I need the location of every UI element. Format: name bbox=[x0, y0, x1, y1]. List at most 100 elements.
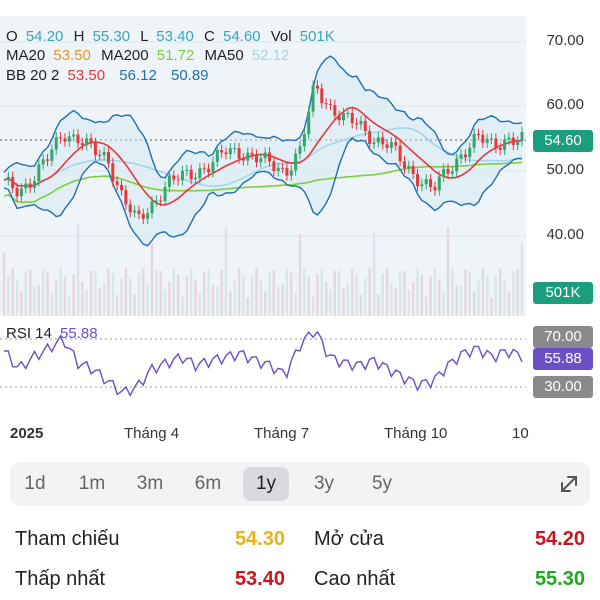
volume-bar bbox=[281, 284, 284, 316]
reference-value: 54.30 bbox=[234, 528, 285, 550]
volume-bar bbox=[76, 223, 80, 316]
rsi-value: 55.88 bbox=[60, 325, 98, 342]
candle-body bbox=[19, 188, 23, 197]
ma50-line bbox=[3, 127, 523, 187]
volume-bar bbox=[398, 270, 402, 316]
volume-bar bbox=[137, 273, 141, 316]
price-chart[interactable] bbox=[0, 0, 600, 460]
volume-bar bbox=[159, 271, 162, 316]
volume-bar bbox=[455, 285, 458, 316]
candle-body bbox=[294, 153, 298, 171]
low-label: L bbox=[140, 28, 149, 45]
candle-body bbox=[80, 143, 84, 146]
volume-bar bbox=[503, 280, 506, 316]
volume-bar bbox=[277, 286, 280, 316]
high-value: 55.30 bbox=[92, 28, 131, 45]
candle-body bbox=[159, 200, 163, 202]
price-tick-40: 40.00 bbox=[546, 226, 584, 243]
range-1d-button[interactable]: 1d bbox=[24, 473, 46, 494]
volume-bar bbox=[133, 294, 136, 316]
candle-body bbox=[202, 168, 206, 170]
candle-body bbox=[381, 137, 385, 145]
candle-body bbox=[106, 152, 110, 164]
volume-bar bbox=[189, 268, 193, 316]
volume-bar bbox=[172, 268, 175, 316]
candle-body bbox=[485, 138, 489, 143]
x-label-end: 10 bbox=[512, 425, 529, 442]
volume-bar bbox=[390, 283, 393, 316]
candle-body bbox=[67, 136, 71, 142]
rsi-label: RSI 14 bbox=[6, 325, 52, 342]
range-3m-button[interactable]: 3m bbox=[136, 473, 164, 494]
volume-bar bbox=[429, 276, 432, 316]
range-1m-button[interactable]: 1m bbox=[78, 473, 106, 494]
range-3y-button[interactable]: 3y bbox=[313, 473, 335, 494]
candle-body bbox=[24, 183, 28, 189]
volume-bar bbox=[359, 294, 363, 316]
low-price-value: 53.40 bbox=[234, 568, 285, 590]
volume-bar bbox=[259, 280, 263, 316]
volume-bar bbox=[85, 289, 88, 316]
volume-bar bbox=[250, 275, 254, 316]
range-6m-button[interactable]: 6m bbox=[194, 473, 222, 494]
volume-bar bbox=[216, 286, 219, 316]
candle-body bbox=[394, 142, 398, 146]
candle-body bbox=[146, 213, 150, 219]
high-price-value: 55.30 bbox=[534, 568, 585, 590]
volume-bar bbox=[46, 272, 49, 316]
volume-bar bbox=[377, 294, 380, 316]
volume-bar bbox=[59, 268, 62, 316]
volume-bar bbox=[385, 268, 389, 316]
volume-bar bbox=[98, 288, 101, 316]
volume-bar bbox=[346, 283, 350, 316]
volume-bar bbox=[233, 280, 236, 316]
bb-mid-value: 53.50 bbox=[67, 67, 106, 84]
candle-body bbox=[503, 139, 507, 150]
volume-bar bbox=[425, 296, 428, 316]
volume-bar bbox=[203, 272, 206, 316]
high-label: H bbox=[73, 28, 85, 45]
volume-bar bbox=[142, 268, 145, 316]
candle-body bbox=[102, 152, 106, 156]
volume-bar bbox=[507, 291, 511, 316]
candle-body bbox=[63, 138, 67, 142]
price-tick-70: 70.00 bbox=[546, 32, 584, 49]
range-1y-button[interactable]: 1y bbox=[243, 467, 289, 501]
volume-bar bbox=[451, 269, 454, 316]
candle-body bbox=[115, 181, 119, 186]
candle-body bbox=[185, 169, 189, 171]
open-price-label: Mở cửa bbox=[314, 528, 384, 550]
rsi-lower-tag: 30.00 bbox=[533, 376, 593, 398]
volume-bar bbox=[224, 226, 228, 316]
volume-bar bbox=[403, 271, 406, 316]
candle-body bbox=[241, 158, 245, 161]
volume-bar bbox=[485, 275, 489, 316]
candle-body bbox=[150, 201, 154, 214]
volume-bar bbox=[15, 280, 19, 316]
volume-bar bbox=[499, 268, 502, 316]
volume-bar bbox=[355, 273, 358, 316]
volume-bar bbox=[433, 268, 437, 316]
candle-body bbox=[237, 148, 241, 159]
volume-bar bbox=[351, 268, 354, 316]
candle-body bbox=[141, 213, 145, 219]
candle-body bbox=[363, 120, 367, 131]
candle-body bbox=[424, 179, 428, 185]
candle-body bbox=[463, 154, 467, 158]
volume-bar bbox=[37, 284, 41, 316]
range-5y-button[interactable]: 5y bbox=[371, 473, 393, 494]
rsi-line bbox=[3, 330, 523, 397]
volume-value: 501K bbox=[299, 28, 335, 45]
close-label: C bbox=[203, 28, 215, 45]
candle-body bbox=[459, 154, 463, 159]
volume-bar bbox=[472, 291, 476, 316]
volume-bar bbox=[368, 268, 371, 316]
candle-body bbox=[54, 137, 58, 150]
volume-bar bbox=[411, 281, 415, 316]
volume-bar bbox=[364, 277, 367, 316]
candle-body bbox=[320, 88, 324, 104]
candle-body bbox=[455, 158, 459, 172]
candle-body bbox=[337, 115, 341, 121]
expand-icon[interactable] bbox=[554, 469, 584, 499]
volume-bar bbox=[68, 296, 71, 316]
